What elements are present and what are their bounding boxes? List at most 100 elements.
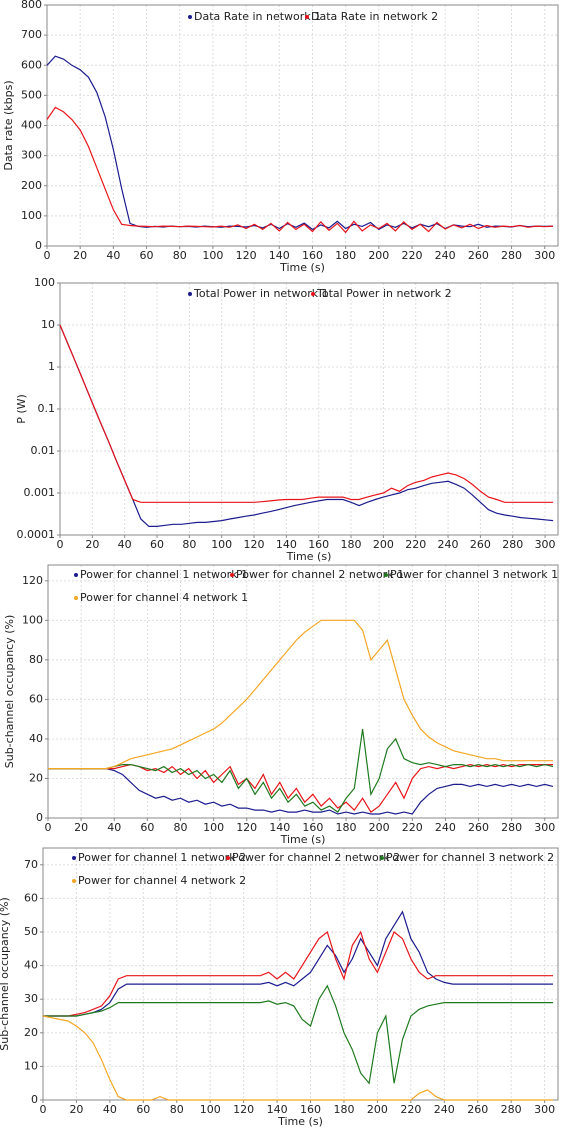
x-tick-label: 280 bbox=[501, 249, 522, 262]
x-tick-label: 120 bbox=[236, 821, 257, 834]
x-tick-label: 260 bbox=[468, 249, 489, 262]
x-tick-label: 80 bbox=[173, 821, 187, 834]
y-tick-label: 0.001 bbox=[24, 486, 56, 499]
x-tick-label: 60 bbox=[150, 538, 164, 551]
x-tick-label: 180 bbox=[336, 821, 357, 834]
y-tick-label: 700 bbox=[21, 28, 42, 41]
legend-label: Data Rate in network 2 bbox=[311, 10, 438, 23]
legend-marker bbox=[305, 15, 309, 19]
legend-label: Power for channel 3 network 2 bbox=[386, 851, 554, 864]
x-tick-label: 140 bbox=[267, 1103, 288, 1116]
x-tick-label: 100 bbox=[202, 249, 223, 262]
legend-marker bbox=[380, 856, 384, 860]
y-axis-title: P (W) bbox=[15, 394, 28, 424]
x-tick-label: 20 bbox=[85, 538, 99, 551]
y-tick-label: 120 bbox=[22, 574, 43, 587]
series-line bbox=[48, 619, 553, 770]
x-tick-label: 40 bbox=[106, 249, 120, 262]
legend-marker bbox=[384, 573, 388, 577]
x-tick-label: 40 bbox=[118, 538, 132, 551]
y-tick-label: 40 bbox=[29, 732, 43, 745]
plot-frame bbox=[47, 564, 559, 819]
legend-label: Total Power in network 2 bbox=[316, 287, 452, 300]
x-tick-label: 0 bbox=[40, 1103, 47, 1116]
y-tick-label: 100 bbox=[22, 613, 43, 626]
y-tick-label: 500 bbox=[21, 88, 42, 101]
legend-marker bbox=[188, 15, 192, 19]
x-axis-title: Time (s) bbox=[277, 1115, 323, 1128]
x-tick-label: 20 bbox=[74, 821, 88, 834]
x-tick-label: 0 bbox=[45, 821, 52, 834]
y-tick-label: 400 bbox=[21, 119, 42, 132]
x-tick-label: 300 bbox=[534, 1103, 555, 1116]
x-tick-label: 160 bbox=[308, 538, 329, 551]
plot-area bbox=[43, 848, 558, 1100]
x-tick-label: 220 bbox=[402, 821, 423, 834]
y-tick-label: 20 bbox=[24, 1026, 38, 1039]
x-tick-label: 220 bbox=[402, 249, 423, 262]
x-tick-label: 20 bbox=[69, 1103, 83, 1116]
x-tick-label: 300 bbox=[535, 538, 556, 551]
y-tick-label: 40 bbox=[24, 959, 38, 972]
legend-label: Power for channel 2 network 1 bbox=[236, 568, 404, 581]
y-tick-label: 60 bbox=[24, 891, 38, 904]
series-line bbox=[42, 1015, 553, 1101]
y-tick-label: 200 bbox=[21, 179, 42, 192]
legend-marker bbox=[230, 573, 234, 577]
x-tick-label: 260 bbox=[470, 538, 491, 551]
x-axis-title: Time (s) bbox=[279, 261, 325, 274]
x-tick-label: 40 bbox=[103, 1103, 117, 1116]
y-tick-label: 10 bbox=[41, 318, 55, 331]
x-tick-label: 200 bbox=[368, 249, 389, 262]
x-tick-label: 80 bbox=[182, 538, 196, 551]
legend-marker bbox=[226, 856, 230, 860]
x-tick-label: 100 bbox=[203, 821, 224, 834]
y-axis-title: Data rate (kbps) bbox=[2, 80, 15, 170]
legend-label: Power for channel 4 network 1 bbox=[80, 591, 248, 604]
y-tick-label: 0 bbox=[31, 1093, 38, 1106]
y-axis-title: Sub-channel occupancy (%) bbox=[0, 897, 11, 1051]
x-tick-label: 0 bbox=[57, 538, 64, 551]
y-tick-label: 0.1 bbox=[38, 402, 56, 415]
x-tick-label: 180 bbox=[335, 249, 356, 262]
legend-marker bbox=[311, 292, 315, 296]
series-line bbox=[43, 930, 553, 1017]
y-tick-label: 0.01 bbox=[31, 444, 56, 457]
x-tick-label: 120 bbox=[233, 1103, 254, 1116]
x-axis-title: Time (s) bbox=[280, 833, 326, 846]
x-tick-label: 200 bbox=[367, 1103, 388, 1116]
y-tick-label: 80 bbox=[29, 653, 43, 666]
x-tick-label: 280 bbox=[501, 821, 522, 834]
x-tick-label: 300 bbox=[534, 821, 555, 834]
x-tick-label: 180 bbox=[341, 538, 362, 551]
x-tick-label: 60 bbox=[140, 249, 154, 262]
y-tick-label: 100 bbox=[21, 209, 42, 222]
x-tick-label: 240 bbox=[435, 249, 456, 262]
y-tick-label: 10 bbox=[24, 1059, 38, 1072]
x-axis-title: Time (s) bbox=[286, 550, 332, 563]
x-tick-label: 0 bbox=[44, 249, 51, 262]
x-tick-label: 240 bbox=[438, 538, 459, 551]
y-tick-label: 60 bbox=[29, 692, 43, 705]
x-tick-label: 240 bbox=[435, 821, 456, 834]
x-tick-label: 200 bbox=[373, 538, 394, 551]
legend-marker bbox=[74, 596, 78, 600]
plot-area bbox=[48, 565, 558, 818]
series-line bbox=[46, 106, 554, 234]
y-tick-label: 1 bbox=[48, 360, 55, 373]
x-tick-label: 100 bbox=[200, 1103, 221, 1116]
legend-label: Power for channel 3 network 1 bbox=[390, 568, 558, 581]
x-tick-label: 140 bbox=[276, 538, 297, 551]
x-tick-label: 120 bbox=[236, 249, 257, 262]
x-tick-label: 280 bbox=[501, 1103, 522, 1116]
x-tick-label: 20 bbox=[73, 249, 87, 262]
x-tick-label: 60 bbox=[136, 1103, 150, 1116]
x-tick-label: 80 bbox=[173, 249, 187, 262]
x-tick-label: 120 bbox=[244, 538, 265, 551]
x-tick-label: 260 bbox=[468, 821, 489, 834]
x-tick-label: 180 bbox=[333, 1103, 354, 1116]
legend-marker bbox=[72, 879, 76, 883]
x-tick-label: 100 bbox=[211, 538, 232, 551]
series-line bbox=[48, 729, 554, 813]
y-tick-label: 0 bbox=[35, 239, 42, 252]
